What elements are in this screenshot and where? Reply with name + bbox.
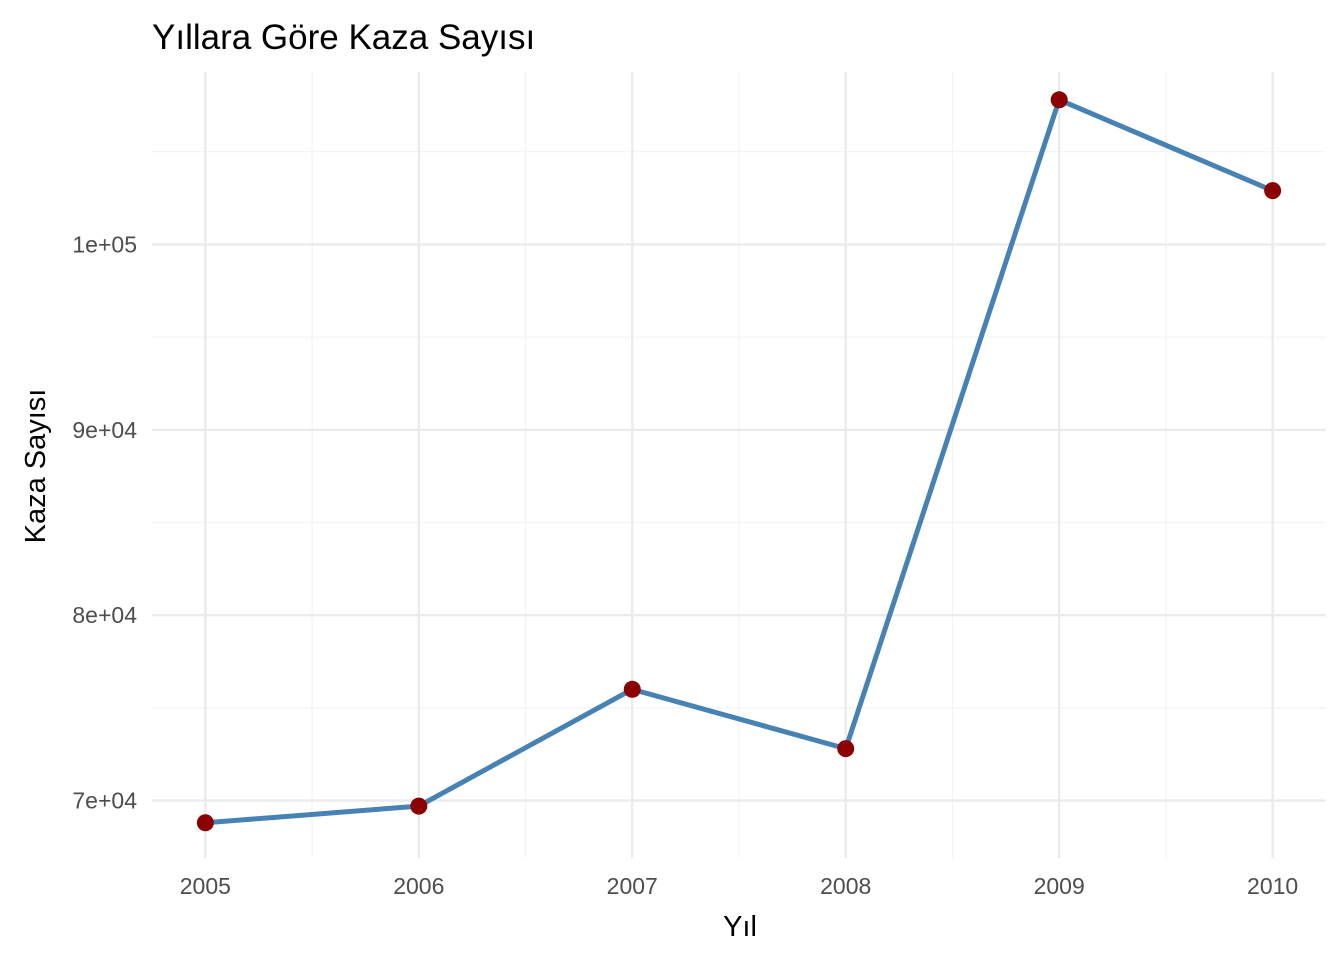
data-point [1264, 182, 1282, 200]
x-tick-label: 2009 [1034, 873, 1085, 899]
data-point [623, 680, 641, 698]
x-axis-ticks: 2005 2006 2007 2008 2009 2010 [180, 873, 1298, 899]
y-tick-label: 8e+04 [72, 602, 137, 628]
x-tick-label: 2010 [1247, 873, 1298, 899]
x-tick-label: 2006 [393, 873, 444, 899]
x-tick-label: 2008 [820, 873, 871, 899]
data-point [1050, 91, 1068, 109]
series-layer [205, 97, 1274, 826]
y-axis-ticks: 7e+04 8e+04 9e+04 1e+05 [72, 231, 137, 813]
x-axis-title: Yıl [723, 911, 757, 943]
grid-lines [152, 72, 1326, 858]
data-point [837, 740, 855, 758]
y-tick-label: 1e+05 [72, 231, 137, 257]
x-tick-label: 2005 [180, 873, 231, 899]
x-tick-label: 2007 [607, 873, 658, 899]
y-tick-label: 7e+04 [72, 788, 137, 814]
y-tick-label: 9e+04 [72, 417, 137, 443]
series-line [205, 97, 1274, 826]
data-point [410, 797, 428, 815]
chart-title: Yıllara Göre Kaza Sayısı [152, 18, 535, 57]
y-axis-title: Kaza Sayısı [20, 389, 52, 544]
points-layer [196, 91, 1282, 832]
data-point [196, 814, 214, 832]
